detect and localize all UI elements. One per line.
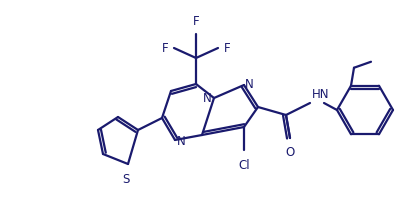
Text: N: N: [203, 92, 212, 104]
Text: F: F: [224, 42, 231, 55]
Text: N: N: [245, 77, 254, 90]
Text: N: N: [177, 134, 186, 147]
Text: S: S: [122, 173, 130, 186]
Text: F: F: [161, 42, 168, 55]
Text: Cl: Cl: [238, 159, 250, 172]
Text: F: F: [193, 15, 199, 28]
Text: HN: HN: [312, 88, 330, 101]
Text: O: O: [286, 146, 295, 159]
